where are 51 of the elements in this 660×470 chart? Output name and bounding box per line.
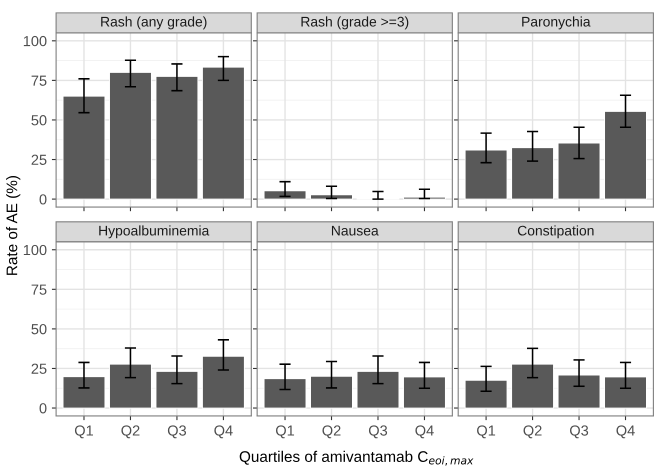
- y-tick-label: 75: [32, 284, 46, 295]
- chart-title: Constipation: [518, 225, 594, 238]
- x-tick-label: Q2: [524, 425, 542, 438]
- chart-title: Rash (grade >=3): [301, 16, 408, 30]
- x-tick-label: Q3: [368, 425, 388, 438]
- y-tick-label: 50: [31, 324, 47, 334]
- y-axis-title: Rate of AE (%): [6, 176, 20, 275]
- bar: [403, 376, 446, 408]
- bar: [604, 110, 647, 200]
- chart-title: Paronychia: [522, 16, 591, 30]
- y-tick-label: 100: [24, 244, 47, 256]
- bar: [356, 371, 400, 408]
- chart-title: Hypoalbuminemia: [99, 225, 210, 238]
- bar: [109, 364, 152, 408]
- bar: [264, 190, 306, 200]
- bar: [264, 378, 306, 408]
- y-tick-label: 0: [40, 403, 47, 414]
- y-tick-label: 50: [31, 115, 47, 126]
- x-tick-label: Q3: [570, 425, 588, 438]
- bar: [511, 147, 554, 200]
- chart-title: Rash (any grade): [101, 16, 206, 30]
- x-tick-label: Q4: [415, 425, 434, 438]
- bar: [464, 380, 508, 408]
- bar: [558, 142, 600, 200]
- chart-title: Nausea: [332, 226, 379, 236]
- x-tick-label: Q4: [616, 425, 635, 438]
- bar: [62, 376, 106, 408]
- x-tick-label: Q2: [322, 425, 341, 438]
- bar: [558, 374, 600, 408]
- y-tick-label: 0: [40, 194, 47, 205]
- x-tick-label: Q2: [121, 425, 140, 438]
- y-tick-label: 75: [32, 76, 46, 86]
- x-axis-title: Quartiles of amivantamab C$_{eoi,max}$: [240, 450, 474, 466]
- x-tick-label: Q4: [214, 425, 233, 438]
- bar: [156, 371, 198, 408]
- bar: [62, 96, 106, 200]
- x-tick-label: Q1: [276, 425, 294, 438]
- bar: [156, 76, 198, 200]
- bar: [109, 72, 152, 200]
- x-tick-label: Q3: [168, 425, 186, 438]
- x-tick-label: Q1: [477, 425, 496, 438]
- bar: [511, 364, 554, 408]
- bar: [604, 376, 647, 408]
- y-tick-label: 25: [32, 364, 46, 374]
- bar: [202, 356, 245, 408]
- bar: [310, 376, 353, 408]
- x-tick-label: Q1: [74, 425, 93, 438]
- y-tick-label: 25: [32, 154, 46, 165]
- bar: [464, 150, 508, 200]
- y-tick-label: 100: [24, 36, 47, 46]
- bar: [202, 66, 245, 200]
